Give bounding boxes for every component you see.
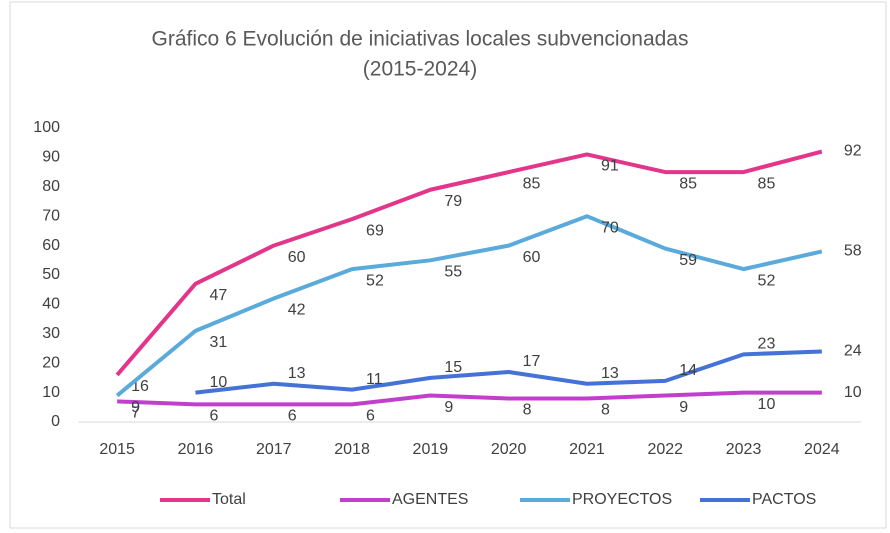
- data-label: 23: [758, 336, 776, 353]
- data-label: 52: [758, 272, 776, 289]
- y-tick-label: 0: [51, 413, 60, 430]
- chart-frame: [9, 1, 887, 529]
- x-tick-label: 2016: [178, 441, 214, 458]
- data-label: 24: [844, 343, 862, 360]
- data-label: 9: [444, 399, 453, 416]
- data-label: 9: [131, 399, 140, 416]
- data-label: 6: [288, 408, 297, 425]
- data-label: 60: [523, 249, 541, 266]
- y-tick-label: 20: [42, 354, 60, 371]
- y-tick-label: 70: [42, 207, 60, 224]
- data-label: 14: [679, 362, 697, 379]
- data-label: 7: [131, 405, 140, 422]
- data-label: 15: [444, 359, 462, 376]
- legend-label: AGENTES: [392, 491, 468, 508]
- data-label: 92: [844, 143, 862, 160]
- legend-label: PACTOS: [752, 491, 816, 508]
- x-tick-label: 2021: [569, 441, 605, 458]
- data-label: 79: [444, 193, 462, 210]
- data-label: 85: [523, 175, 541, 192]
- y-tick-label: 50: [42, 266, 60, 283]
- data-label: 10: [758, 396, 776, 413]
- chart-title: (2015-2024): [363, 58, 477, 81]
- data-label: 6: [366, 408, 375, 425]
- data-label: 10: [844, 384, 862, 401]
- data-label: 59: [679, 252, 697, 269]
- y-tick-label: 30: [42, 325, 60, 342]
- series-line: [117, 390, 822, 407]
- data-label: 13: [601, 365, 619, 382]
- data-label: 10: [209, 374, 227, 391]
- data-label: 42: [288, 302, 306, 319]
- data-label: 85: [679, 175, 697, 192]
- x-tick-label: 2020: [491, 441, 527, 458]
- data-label: 17: [523, 353, 541, 370]
- data-label: 85: [758, 175, 776, 192]
- data-label: 47: [209, 287, 227, 304]
- x-tick-label: 2024: [804, 441, 840, 458]
- x-tick-label: 2023: [726, 441, 762, 458]
- series-line: [195, 349, 822, 395]
- chart-title: Gráfico 6 Evolución de iniciativas local…: [152, 28, 689, 51]
- data-label: 8: [601, 402, 610, 419]
- data-label: 13: [288, 365, 306, 382]
- data-label: 60: [288, 249, 306, 266]
- data-label: 9: [679, 399, 688, 416]
- data-label: 55: [444, 264, 462, 281]
- y-tick-label: 90: [42, 149, 60, 166]
- data-label: 52: [366, 272, 384, 289]
- legend-label: PROYECTOS: [572, 491, 672, 508]
- data-label: 31: [209, 334, 227, 351]
- data-label: 58: [844, 243, 862, 260]
- y-tick-label: 80: [42, 178, 60, 195]
- data-label: 6: [209, 408, 218, 425]
- y-tick-label: 60: [42, 237, 60, 254]
- x-tick-label: 2015: [99, 441, 135, 458]
- x-tick-label: 2019: [413, 441, 449, 458]
- series-line: [115, 149, 823, 377]
- y-tick-label: 100: [33, 119, 60, 136]
- data-label: 69: [366, 222, 384, 239]
- y-tick-label: 40: [42, 296, 60, 313]
- y-tick-label: 10: [42, 384, 60, 401]
- legend-label: Total: [212, 491, 246, 508]
- data-label: 70: [601, 219, 619, 236]
- data-label: 11: [366, 371, 383, 388]
- data-label: 8: [523, 402, 532, 419]
- series-line: [115, 214, 823, 398]
- x-tick-label: 2022: [647, 441, 683, 458]
- data-label: 91: [601, 158, 619, 175]
- x-tick-label: 2017: [256, 441, 292, 458]
- x-tick-label: 2018: [334, 441, 370, 458]
